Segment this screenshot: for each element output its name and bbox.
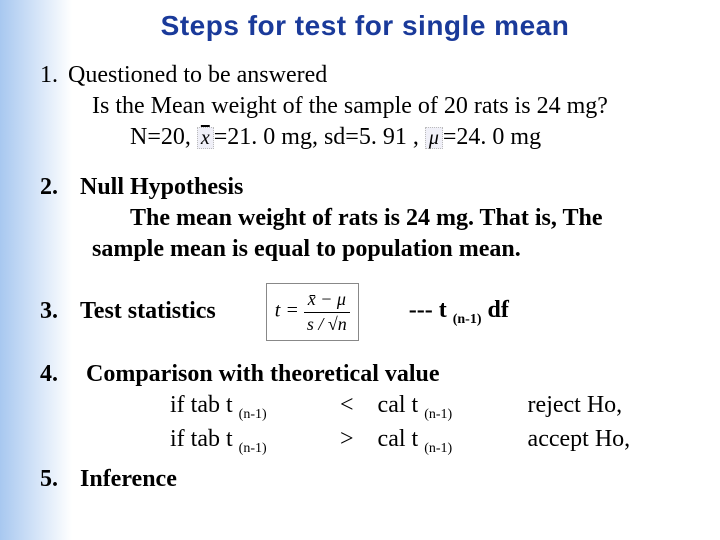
mu-value: =24. 0 mg [443, 124, 541, 150]
n-label: N=20, [130, 124, 197, 150]
comparison-row-2: if tab t (n-1)> cal t (n-1)accept Ho, [40, 424, 690, 458]
xbar-value: =21. 0 mg, sd=5. 91 , [214, 124, 425, 150]
step-3-number: 3. [40, 296, 68, 327]
step-4-heading: Comparison with theoretical value [86, 361, 440, 387]
formula-lhs: t = [275, 300, 299, 322]
step-2-line1: The mean weight of rats is 24 mg. That i… [40, 203, 690, 234]
step-1-heading: Questioned to be answered [68, 62, 327, 88]
formula-fraction: x̄ − μ s / √n [304, 288, 350, 336]
comparison-row-1: if tab t (n-1)< cal t (n-1)reject Ho, [40, 390, 690, 424]
step-3-heading: Test statistics [80, 298, 216, 324]
step-2: 2. Null Hypothesis The mean weight of ra… [40, 172, 690, 266]
step-5-number: 5. [40, 464, 68, 495]
step-2-line2: sample mean is equal to population mean. [40, 234, 690, 265]
mu-icon: μ [425, 127, 443, 149]
tail-subscript: (n-1) [453, 312, 482, 327]
step-1: 1.Questioned to be answered Is the Mean … [40, 60, 690, 154]
step-1-number: 1. [40, 60, 68, 91]
formula-bot: s / √n [304, 313, 350, 336]
step-5: 5. Inference [40, 464, 690, 495]
step-1-line1: Is the Mean weight of the sample of 20 r… [40, 91, 690, 122]
step-3: 3. Test statistics t = x̄ − μ s / √n ---… [40, 283, 690, 341]
t-formula: t = x̄ − μ s / √n [266, 283, 359, 341]
slide-container: Steps for test for single mean 1.Questio… [0, 0, 720, 523]
step-5-heading: Inference [80, 466, 177, 492]
step-4-number: 4. [40, 359, 68, 390]
step-2-heading: Null Hypothesis [80, 174, 243, 200]
formula-top: x̄ − μ [304, 288, 350, 312]
step-4: 4. Comparison with theoretical value if … [40, 359, 690, 458]
xbar-icon [197, 127, 214, 149]
step-2-number: 2. [40, 172, 68, 203]
slide-title: Steps for test for single mean [40, 10, 690, 42]
step-3-tail: --- t (n-1) df [409, 295, 509, 329]
step-1-params: N=20, =21. 0 mg, sd=5. 91 , μ=24. 0 mg [40, 122, 690, 153]
